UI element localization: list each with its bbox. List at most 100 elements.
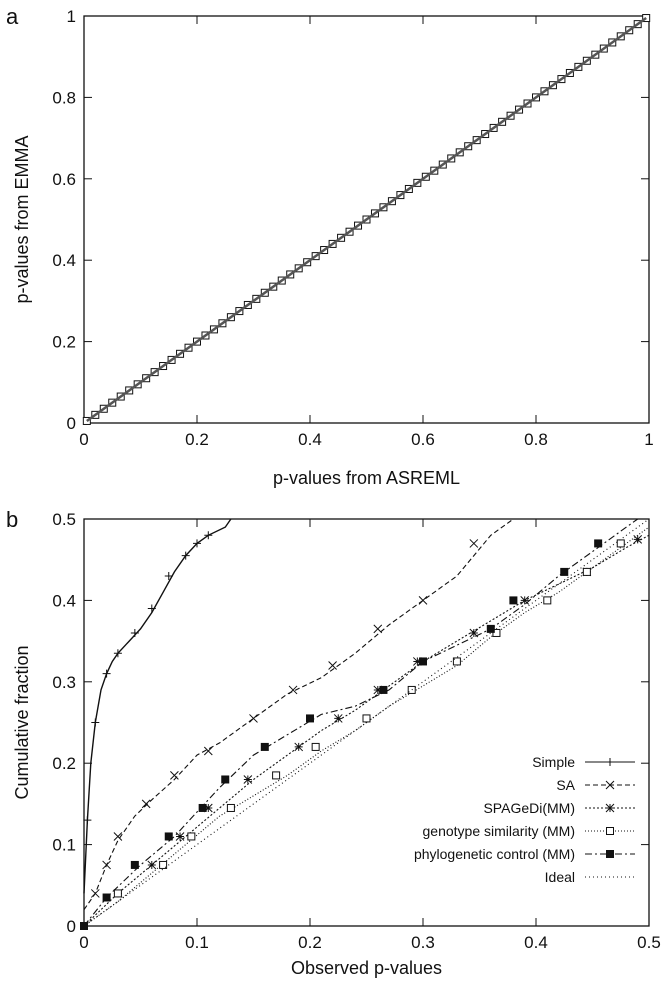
panel-letter: b xyxy=(6,507,18,532)
x-axis-title: p-values from ASREML xyxy=(273,468,460,488)
series-line xyxy=(83,534,650,927)
y-tick-label: 0.4 xyxy=(52,251,76,270)
x-axis-title: Observed p-values xyxy=(291,958,442,978)
series-marker xyxy=(373,624,383,634)
series-marker xyxy=(204,531,213,540)
series-marker xyxy=(311,742,320,751)
series-marker xyxy=(509,596,518,605)
x-tick-label: 0 xyxy=(79,430,88,449)
series-5 xyxy=(83,518,650,927)
y-tick-label: 0 xyxy=(67,414,76,433)
series-0 xyxy=(83,518,232,894)
series-marker xyxy=(198,803,207,812)
series-marker xyxy=(520,596,530,605)
panel-b: b 0 0.1 0.2 0.3 0.4 0.5 0 0.1 0.2 0.3 0.4 0.5 Observe… xyxy=(6,507,661,978)
y-tick-label: 0.1 xyxy=(52,836,76,855)
series-marker xyxy=(419,657,427,666)
series-marker xyxy=(249,714,258,723)
series-marker xyxy=(175,832,185,841)
series-marker xyxy=(328,661,337,670)
series-marker xyxy=(113,649,122,658)
legend: Simple SA SPAGeDi(MM) genotype similarity (… xyxy=(414,754,635,885)
series-marker xyxy=(90,889,100,898)
legend-swatch-marker xyxy=(606,758,614,766)
legend-swatch-marker xyxy=(605,780,615,790)
series-marker xyxy=(203,746,213,756)
series-1 xyxy=(83,518,514,911)
series-marker xyxy=(243,775,253,784)
series-marker xyxy=(164,571,173,580)
series-marker xyxy=(560,567,569,576)
series-marker xyxy=(407,685,416,694)
series-marker xyxy=(412,657,422,666)
series-marker xyxy=(102,669,111,678)
x-tick-label: 0.3 xyxy=(411,933,435,952)
x-tick-label: 0.4 xyxy=(298,430,322,449)
plot-frame xyxy=(83,15,650,424)
y-tick-label: 0.2 xyxy=(52,333,76,352)
legend-swatch-marker xyxy=(606,827,614,835)
series-line xyxy=(83,526,650,927)
legend-label: phylogenetic control (MM) xyxy=(414,846,575,862)
legend-label: Simple xyxy=(532,754,575,770)
series-line xyxy=(83,518,232,894)
series-marker xyxy=(469,628,479,638)
y-tick-label: 0.8 xyxy=(52,88,76,107)
series-marker xyxy=(543,596,552,605)
series-3 xyxy=(83,526,650,927)
series-marker xyxy=(181,551,190,560)
series-marker xyxy=(147,604,156,613)
panel-letter: a xyxy=(6,4,19,29)
series-marker xyxy=(306,714,314,723)
y-tick-label: 1 xyxy=(67,7,76,26)
panel-a: a 0 0.2 0.4 0.6 0.8 1 0 0.2 0.4 0.6 0.8 1 p-values fr… xyxy=(6,4,654,488)
series-marker xyxy=(373,685,383,695)
series-marker xyxy=(486,624,495,633)
plot-frame xyxy=(83,518,650,927)
series-marker xyxy=(91,718,100,727)
series-marker xyxy=(452,657,461,666)
series-marker xyxy=(294,742,304,752)
series-marker xyxy=(616,539,625,548)
series-4 xyxy=(80,518,639,930)
series-marker xyxy=(633,534,643,544)
series-line xyxy=(83,518,650,927)
y-tick-label: 0.4 xyxy=(52,591,76,610)
series-marker xyxy=(159,860,168,869)
series-marker xyxy=(102,893,111,902)
series-line xyxy=(83,518,639,927)
series-2 xyxy=(83,534,650,927)
series-marker xyxy=(113,889,122,898)
series-line xyxy=(83,518,514,911)
series-marker xyxy=(594,539,603,548)
series-marker xyxy=(362,714,371,723)
series-marker xyxy=(130,860,139,869)
y-axis-title: Cumulative fraction xyxy=(12,645,32,799)
series-0 xyxy=(82,14,651,425)
legend-label: Ideal xyxy=(545,869,575,885)
x-tick-label: 0.1 xyxy=(185,933,209,952)
legend-swatch-marker xyxy=(606,850,614,858)
series-marker xyxy=(226,803,235,812)
series-marker xyxy=(83,816,92,825)
series-marker xyxy=(260,742,269,751)
series-marker xyxy=(333,714,343,723)
legend-label: genotype similarity (MM) xyxy=(423,823,575,839)
x-tick-label: 0.5 xyxy=(637,933,661,952)
data-point-band xyxy=(86,17,647,422)
series-marker xyxy=(147,860,157,870)
series-marker xyxy=(582,567,591,576)
legend-label: SPAGeDi(MM) xyxy=(483,800,575,816)
series-marker xyxy=(418,596,428,605)
x-tick-label: 1 xyxy=(644,430,653,449)
series-marker xyxy=(469,539,479,548)
series-marker xyxy=(164,832,173,841)
series-marker xyxy=(193,539,201,548)
x-tick-label: 0.6 xyxy=(411,430,435,449)
series-marker xyxy=(379,685,388,694)
series-marker xyxy=(130,628,139,637)
y-tick-label: 0.6 xyxy=(52,170,76,189)
y-tick-label: 0.3 xyxy=(52,673,76,692)
